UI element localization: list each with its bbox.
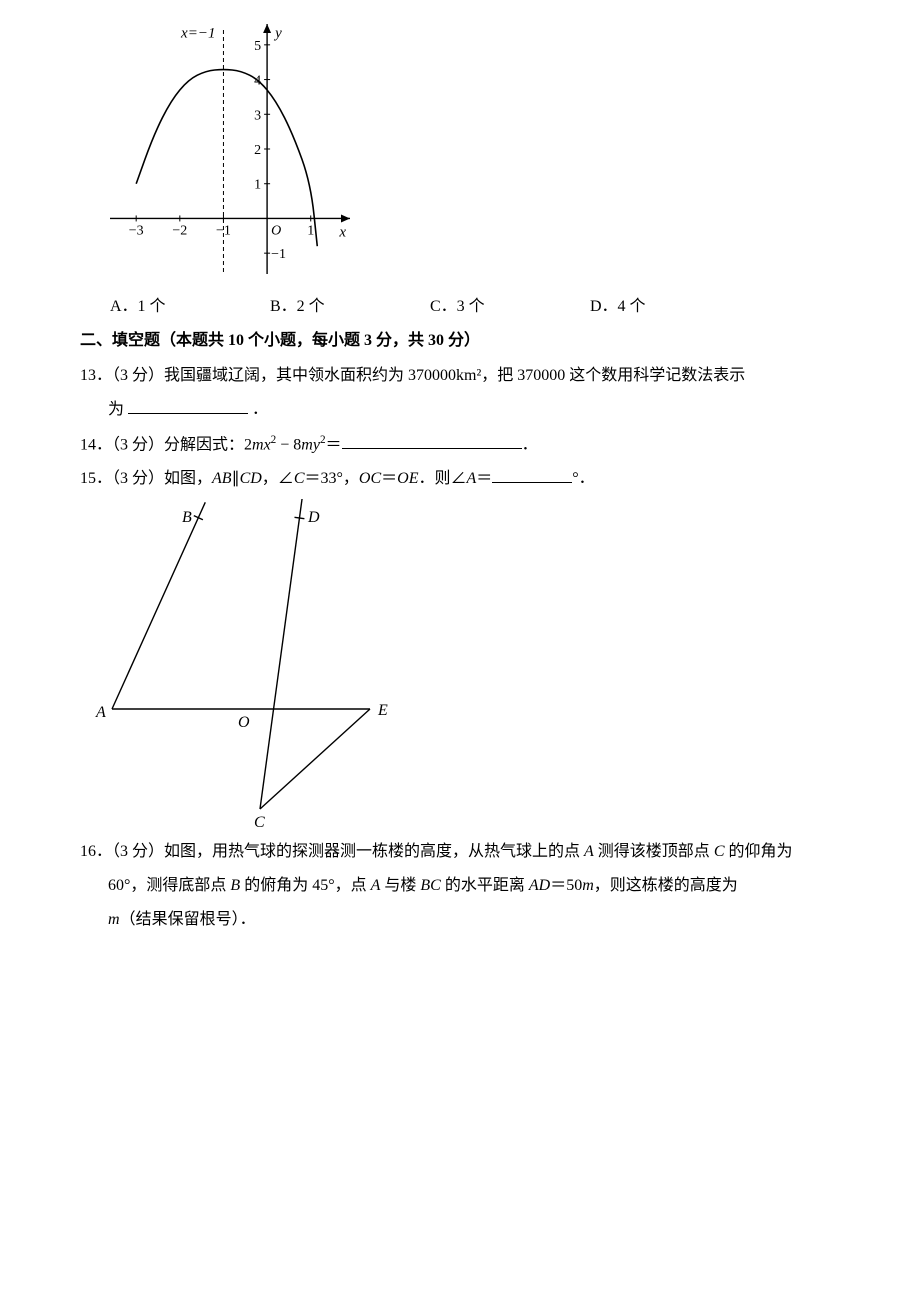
q16-m1: m <box>582 877 594 894</box>
parabola-chart: −3−2−11−112345Ox=−1yx <box>110 24 350 284</box>
svg-text:x: x <box>338 224 346 240</box>
svg-text:−2: −2 <box>172 223 187 238</box>
svg-text:2: 2 <box>254 143 261 158</box>
q13-line2: 为 ． <box>80 395 840 425</box>
q13-pre: 为 <box>108 401 124 418</box>
svg-text:x=−1: x=−1 <box>180 25 215 41</box>
q14-minus: − 8 <box>276 436 301 453</box>
q12-choices: A．1 个 B．2 个 C．3 个 D．4 个 <box>110 292 840 322</box>
svg-text:A: A <box>95 704 106 721</box>
svg-text:C: C <box>254 814 265 829</box>
q15-equals: ＝ <box>476 470 492 487</box>
q14-post: ． <box>522 436 538 453</box>
q16-l2-pre: 60°，测得底部点 <box>108 877 230 894</box>
q15-oe: OE <box>397 470 418 487</box>
choice-b: B．2 个 <box>270 292 430 322</box>
q16-l2-mid3: 的水平距离 <box>441 877 529 894</box>
q16-l1-pre: 16．（3 分）如图，用热气球的探测器测一栋楼的高度，从热气球上的点 <box>80 843 584 860</box>
q15-eq: ＝ <box>381 470 397 487</box>
q15-then: ．则∠ <box>418 470 466 487</box>
q13-line1: 13．（3 分）我国疆域辽阔，其中领水面积约为 370000km²，把 3700… <box>80 367 745 384</box>
q14-mx: mx <box>252 436 271 453</box>
q16-line2: 60°，测得底部点 B 的俯角为 45°，点 A 与楼 BC 的水平距离 AD＝… <box>80 871 840 901</box>
q15-c: C <box>294 470 305 487</box>
q15-deg: °． <box>572 470 594 487</box>
q16-l2-mid4: ＝50 <box>550 877 582 894</box>
q16-l2-post: ，则这栋楼的高度为 <box>594 877 738 894</box>
choice-d: D．4 个 <box>590 292 646 322</box>
svg-text:−3: −3 <box>129 223 144 238</box>
q14: 14．（3 分）分解因式：2mx2 − 8my2＝． <box>80 430 840 461</box>
svg-text:O: O <box>238 714 250 731</box>
svg-text:1: 1 <box>307 223 314 238</box>
q13: 13．（3 分）我国疆域辽阔，其中领水面积约为 370000km²，把 3700… <box>80 361 840 391</box>
svg-text:5: 5 <box>254 39 261 54</box>
q14-eq: ＝ <box>326 436 342 453</box>
q16-AD: AD <box>529 877 550 894</box>
q16-m2: m <box>108 911 120 928</box>
choice-a: A．1 个 <box>110 292 270 322</box>
svg-text:y: y <box>273 25 282 41</box>
q15-a: A <box>466 470 476 487</box>
q16-l1-mid: 测得该楼顶部点 <box>594 843 714 860</box>
q16-BC: BC <box>420 877 440 894</box>
q16-A2: A <box>371 877 381 894</box>
svg-text:3: 3 <box>254 108 261 123</box>
svg-text:O: O <box>271 223 281 238</box>
svg-text:1: 1 <box>254 178 261 193</box>
q16-l2-mid: 的俯角为 45°，点 <box>240 877 370 894</box>
svg-text:B: B <box>182 509 192 526</box>
q13-blank <box>128 397 248 415</box>
choice-c: C．3 个 <box>430 292 590 322</box>
q16-A1: A <box>584 843 594 860</box>
q14-pre: 14．（3 分）分解因式：2 <box>80 436 252 453</box>
q15-cd: CD <box>240 470 262 487</box>
q15-par: ∥ <box>232 470 240 487</box>
section-2-header: 二、填空题（本题共 10 个小题，每小题 3 分，共 30 分） <box>80 326 840 356</box>
q15-c1: ，∠ <box>262 470 294 487</box>
q15-pre: 15．（3 分）如图， <box>80 470 212 487</box>
q15-ab: AB <box>212 470 232 487</box>
svg-text:E: E <box>377 702 388 719</box>
q16-line1: 16．（3 分）如图，用热气球的探测器测一栋楼的高度，从热气球上的点 A 测得该… <box>80 837 840 867</box>
q16-l3-post: （结果保留根号）． <box>120 911 256 928</box>
q14-my: my <box>301 436 320 453</box>
q16-line3: m（结果保留根号）． <box>80 905 840 935</box>
q15: 15．（3 分）如图，AB∥CD，∠C＝33°，OC＝OE．则∠A＝°． <box>80 464 840 494</box>
q14-blank <box>342 431 522 449</box>
q15-blank <box>492 466 572 484</box>
q16-l2-mid2: 与楼 <box>380 877 420 894</box>
q13-post: ． <box>252 401 268 418</box>
geom-diagram: A B D O E C <box>90 499 390 829</box>
q16-B: B <box>230 877 240 894</box>
q15-eq33: ＝33°， <box>304 470 358 487</box>
svg-text:D: D <box>307 509 320 526</box>
q16-C1: C <box>714 843 725 860</box>
q15-oc: OC <box>359 470 381 487</box>
svg-text:−1: −1 <box>271 247 286 262</box>
q16-l1-post: 的仰角为 <box>724 843 792 860</box>
